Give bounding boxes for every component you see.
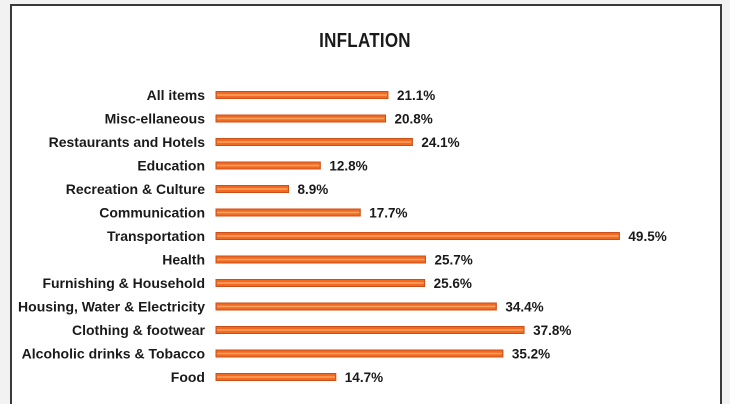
category-label: Education bbox=[137, 158, 205, 174]
bar-highlight bbox=[217, 235, 619, 237]
value-label: 21.1% bbox=[397, 88, 435, 103]
bar-highlight bbox=[217, 164, 320, 167]
bars bbox=[215, 91, 620, 381]
value-label: 12.8% bbox=[329, 159, 367, 174]
category-label: Furnishing & Household bbox=[42, 275, 205, 291]
value-label: 8.9% bbox=[298, 182, 329, 197]
value-label: 49.5% bbox=[628, 229, 666, 244]
category-label: Restaurants and Hotels bbox=[49, 134, 206, 150]
value-labels: 21.1% 20.8% 24.1% 12.8%8.9% 17.7% 49.5% 25.7% 2… bbox=[298, 88, 667, 385]
bar-highlight bbox=[217, 211, 360, 214]
value-label: 25.7% bbox=[434, 253, 472, 268]
bar-highlight bbox=[217, 329, 524, 331]
value-label: 14.7% bbox=[345, 370, 383, 385]
bar-highlight bbox=[217, 141, 412, 143]
bar-highlight bbox=[217, 305, 496, 308]
bar-highlight bbox=[217, 188, 288, 190]
value-label: 17.7% bbox=[369, 206, 407, 221]
category-label: Misc-ellaneous bbox=[105, 111, 206, 127]
category-label: Recreation & Culture bbox=[66, 181, 205, 197]
chart-title: INFLATION bbox=[319, 30, 411, 52]
category-labels: All items Misc-ellaneous Restaurants and H… bbox=[18, 87, 206, 385]
bar-highlight bbox=[217, 94, 387, 96]
category-label: All items bbox=[147, 87, 206, 103]
value-label: 34.4% bbox=[505, 300, 543, 315]
chart-frame bbox=[10, 4, 722, 404]
bar-highlight bbox=[217, 352, 502, 355]
category-label: Alcoholic drinks & Tobacco bbox=[22, 346, 205, 362]
category-label: Health bbox=[162, 252, 205, 268]
value-label: 25.6% bbox=[434, 276, 472, 291]
bar-highlight bbox=[217, 282, 424, 284]
category-label: Communication bbox=[99, 205, 205, 221]
bar-highlight bbox=[217, 117, 385, 120]
category-label: Clothing & footwear bbox=[72, 322, 206, 338]
bar-highlight bbox=[217, 258, 425, 261]
category-label: Food bbox=[171, 369, 205, 385]
value-label: 35.2% bbox=[512, 347, 550, 362]
category-label: Housing, Water & Electricity bbox=[18, 299, 205, 315]
bar-highlight bbox=[217, 376, 335, 378]
value-label: 24.1% bbox=[421, 135, 459, 150]
value-label: 37.8% bbox=[533, 323, 571, 338]
category-label: Transportation bbox=[107, 228, 205, 244]
value-label: 20.8% bbox=[395, 112, 433, 127]
